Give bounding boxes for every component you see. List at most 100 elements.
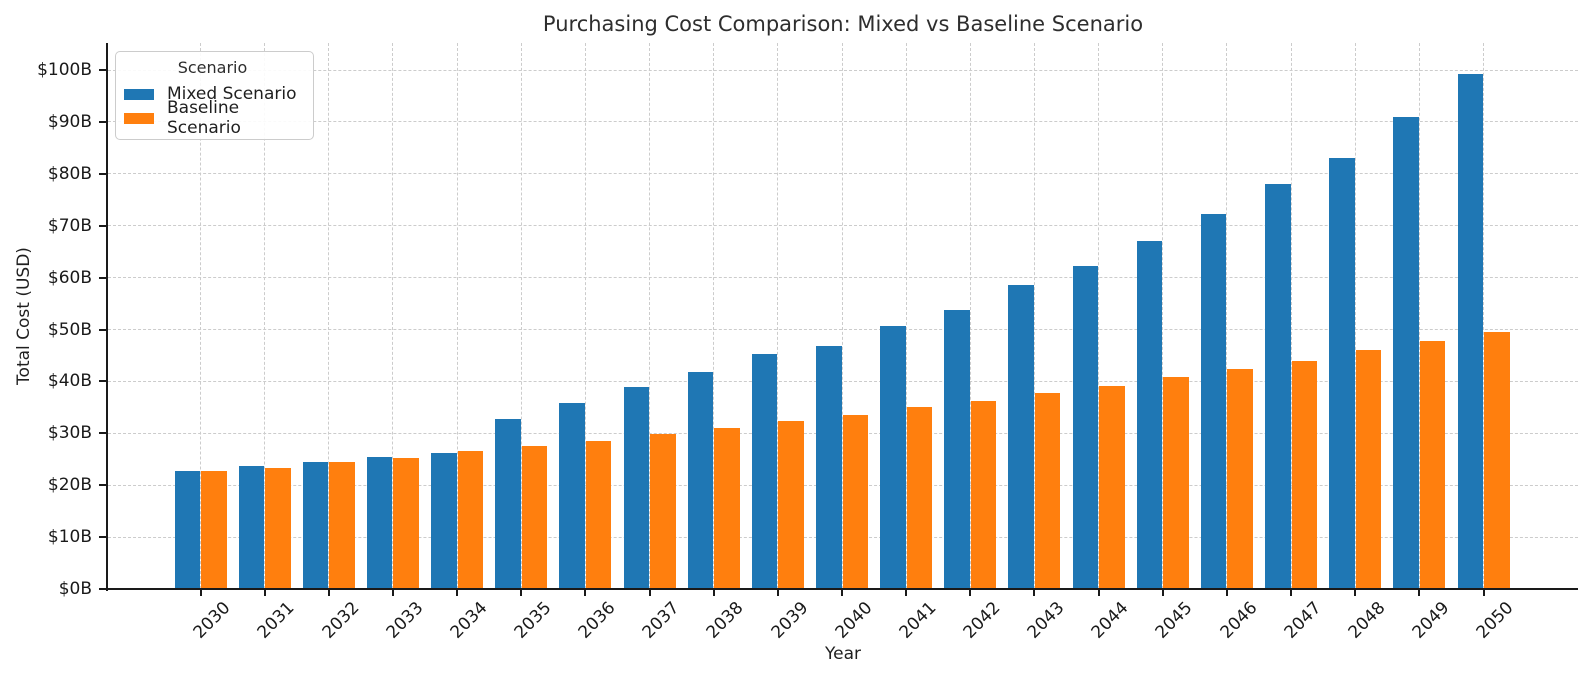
v-gridline	[392, 43, 394, 589]
v-gridline	[1162, 43, 1164, 589]
x-tick-mark	[648, 590, 651, 596]
x-tick-mark	[1290, 590, 1293, 596]
x-tick-mark	[327, 590, 330, 596]
v-gridline	[777, 43, 779, 589]
y-tick-label: $90B	[47, 111, 92, 132]
v-gridline	[649, 43, 651, 589]
bar-mixed-2035	[495, 419, 521, 589]
y-tick-label: $60B	[47, 267, 92, 288]
legend-swatch-icon	[124, 88, 154, 100]
x-tick-mark	[199, 590, 202, 596]
y-tick-mark	[99, 69, 108, 71]
x-axis-spine	[106, 588, 1578, 590]
v-gridline	[1226, 43, 1228, 589]
bar-baseline-2035	[521, 446, 548, 589]
v-gridline	[713, 43, 715, 589]
h-gridline	[108, 277, 1578, 279]
bar-baseline-2036	[585, 440, 612, 589]
x-tick-mark	[1161, 590, 1164, 596]
x-tick-mark	[969, 590, 972, 596]
bar-mixed-2048	[1329, 158, 1355, 589]
y-tick-mark	[99, 224, 108, 227]
y-tick-mark	[99, 328, 108, 331]
x-tick-label: 2050	[1344, 598, 1518, 643]
bar-mixed-2042	[944, 309, 970, 589]
bar-baseline-2047	[1291, 360, 1318, 589]
h-gridline	[108, 69, 1578, 71]
bar-mixed-2040	[816, 346, 842, 589]
v-gridline	[905, 43, 907, 589]
y-tick-label: $100B	[37, 60, 92, 80]
x-tick-mark	[1097, 590, 1100, 596]
bar-mixed-2050	[1457, 73, 1483, 589]
v-gridline	[841, 43, 843, 589]
bar-mixed-2047	[1265, 184, 1291, 589]
x-tick-mark	[712, 590, 715, 596]
x-tick-mark	[841, 590, 843, 596]
h-gridline	[108, 380, 1578, 382]
y-tick-mark	[99, 276, 108, 279]
bar-mixed-2036	[559, 402, 585, 589]
y-tick-label: $80B	[47, 163, 92, 184]
y-tick-mark	[99, 172, 108, 175]
y-tick-mark	[99, 120, 108, 123]
bar-mixed-2037	[623, 387, 650, 589]
h-gridline	[108, 121, 1578, 123]
legend-item: Mixed Scenario	[124, 82, 301, 106]
y-tick-label: $10B	[47, 527, 92, 548]
x-tick-mark	[776, 590, 779, 596]
bar-baseline-2031	[265, 467, 291, 589]
x-axis-label: Year	[825, 644, 861, 664]
h-gridline	[108, 173, 1578, 175]
legend-item-label: Mixed Scenario	[167, 84, 297, 104]
y-tick-mark	[99, 484, 108, 487]
v-gridline	[328, 43, 330, 589]
bar-baseline-2030	[201, 471, 227, 589]
y-axis-spine	[106, 43, 108, 591]
y-tick-label: $30B	[47, 423, 92, 444]
bar-mixed-2032	[302, 462, 329, 589]
bar-baseline-2037	[650, 434, 676, 589]
h-gridline	[108, 329, 1578, 330]
bar-baseline-2038	[714, 428, 740, 589]
y-tick-mark	[99, 432, 108, 435]
v-gridline	[1483, 43, 1484, 589]
legend: Scenario Mixed Scenario Baseline Scenario	[115, 51, 314, 140]
bar-mixed-2030	[174, 471, 200, 589]
y-tick-mark	[99, 380, 108, 383]
bar-mixed-2044	[1072, 265, 1099, 589]
bar-mixed-2031	[238, 465, 265, 589]
v-gridline	[584, 43, 586, 589]
v-gridline	[456, 43, 458, 589]
v-gridline	[200, 43, 201, 589]
x-tick-label-text: 2050	[1472, 598, 1518, 643]
v-gridline	[1033, 43, 1035, 589]
y-tick-label: $20B	[47, 475, 92, 496]
bar-baseline-2041	[906, 406, 933, 589]
x-tick-mark	[1354, 590, 1357, 596]
bar-baseline-2034	[457, 451, 484, 589]
chart-title: Purchasing Cost Comparison: Mixed vs Bas…	[542, 12, 1144, 36]
bar-mixed-2039	[751, 353, 778, 589]
y-tick-label: $40B	[47, 371, 92, 392]
x-tick-mark	[1418, 590, 1421, 596]
bar-baseline-2044	[1099, 385, 1125, 589]
bar-baseline-2039	[778, 420, 804, 589]
x-tick-mark	[1033, 590, 1036, 596]
bar-mixed-2045	[1136, 240, 1163, 589]
x-tick-mark	[1225, 590, 1228, 596]
plot-area: $0B $10B $20B $30B $40B $50B $60B $70B $80B $90B $…	[37, 43, 1578, 643]
bar-baseline-2048	[1355, 350, 1382, 589]
bar-mixed-2033	[366, 457, 393, 589]
v-gridline	[1354, 43, 1356, 589]
legend-swatch-icon	[124, 112, 154, 124]
legend-item-label: Baseline Scenario	[167, 98, 241, 138]
x-tick-mark	[456, 590, 459, 596]
y-tick-label: $70B	[47, 215, 92, 236]
bar-baseline-2033	[393, 457, 419, 589]
bar-mixed-2049	[1393, 116, 1419, 589]
bar-baseline-2049	[1419, 340, 1446, 589]
bar-baseline-2043	[1034, 392, 1061, 589]
bar-baseline-2032	[329, 462, 355, 589]
